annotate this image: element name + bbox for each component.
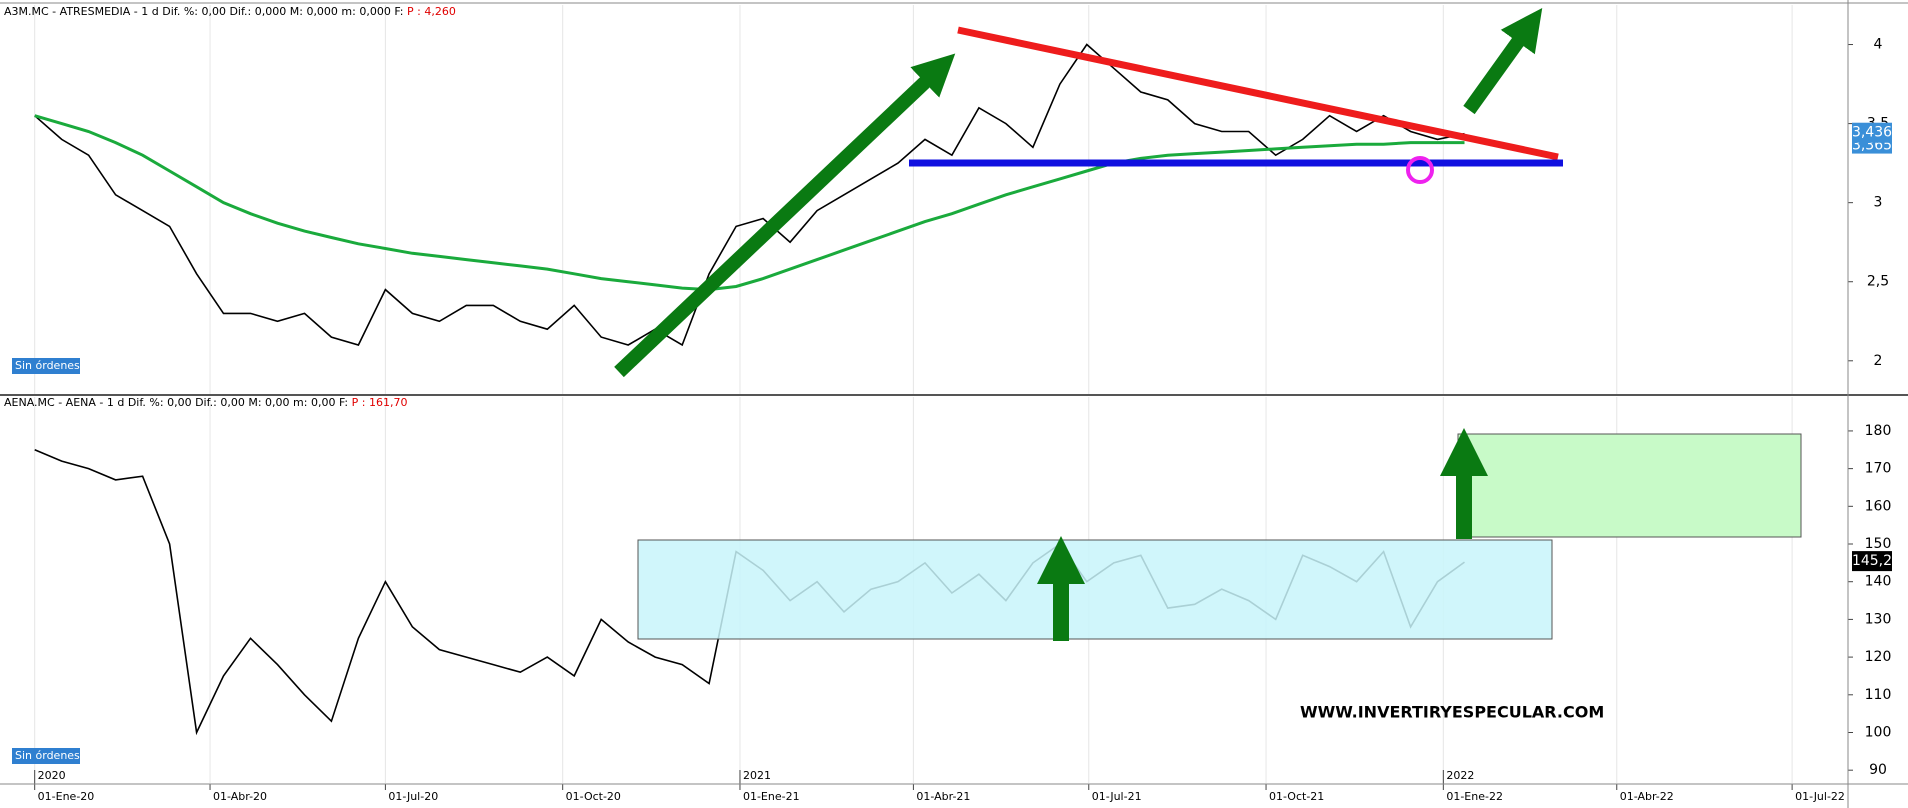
year-label: 2022 xyxy=(1446,769,1474,782)
status-badge xyxy=(12,748,80,764)
y-tick-label: 160 xyxy=(1865,498,1892,514)
target-arrow xyxy=(1463,7,1543,115)
y-tick-label: 180 xyxy=(1865,423,1892,439)
bottom-panel: 90 100 110 120 130 140 150 160 170 180 01-Ene-20 01… xyxy=(4,396,1891,803)
y-tick-label: 170 xyxy=(1865,461,1892,477)
overlay: 3,3653,436145,2WWW.INVERTIRYESPECULAR.CO… xyxy=(1300,122,1892,722)
status-text: Sin órdenes xyxy=(15,359,80,372)
header-info: A3M.MC - ATRESMEDIA - 1 d Dif. %: 0,00 D… xyxy=(4,5,407,18)
header-price: P : 4,260 xyxy=(407,5,456,18)
y-tick-label: 2 xyxy=(1874,353,1883,369)
header-price: P : 161,70 xyxy=(352,396,408,409)
trend-arrow xyxy=(614,53,956,378)
y-tick-label: 120 xyxy=(1865,649,1892,665)
status-text: Sin órdenes xyxy=(15,749,80,762)
y-tick-label: 110 xyxy=(1865,687,1892,703)
y-tick-label: 4 xyxy=(1874,37,1883,53)
x-tick-label: 01-Ene-22 xyxy=(1446,790,1503,803)
y-tick-label: 130 xyxy=(1865,611,1892,627)
x-tick-label: 01-Ene-20 xyxy=(38,790,95,803)
year-label: 2020 xyxy=(38,769,66,782)
header-info: AENA.MC - AENA - 1 d Dif. %: 0,00 Dif.: … xyxy=(4,396,352,409)
target-box xyxy=(1457,433,1802,538)
last-price-box xyxy=(1852,551,1892,572)
y-tick-label: 140 xyxy=(1865,574,1892,590)
y-tick-label: 150 xyxy=(1865,536,1892,552)
x-tick-label: 01-Jul-20 xyxy=(388,790,438,803)
x-tick-label: 01-Oct-20 xyxy=(566,790,621,803)
chart-header: A3M.MC - ATRESMEDIA - 1 d Dif. %: 0,00 D… xyxy=(4,5,456,18)
x-tick-label: 01-Ene-21 xyxy=(743,790,800,803)
y-tick-label: 100 xyxy=(1865,724,1892,740)
x-tick-label: 01-Oct-21 xyxy=(1269,790,1324,803)
y-tick-label: 2,5 xyxy=(1867,274,1889,290)
price-line xyxy=(34,43,1465,347)
year-label: 2021 xyxy=(743,769,771,782)
x-tick-label: 01-Abr-22 xyxy=(1620,790,1674,803)
last-price: 145,2 xyxy=(1852,553,1892,569)
marker-circle xyxy=(1406,156,1434,184)
resistance-line xyxy=(957,26,1559,161)
x-tick-label: 01-Abr-21 xyxy=(916,790,970,803)
x-tick-label: 01-Jul-22 xyxy=(1795,790,1845,803)
chart-header: AENA.MC - AENA - 1 d Dif. %: 0,00 Dif.: … xyxy=(4,396,407,409)
watermark: WWW.INVERTIRYESPECULAR.COM xyxy=(1300,703,1604,722)
y-tick-label: 3 xyxy=(1874,195,1883,211)
last-price: 3,436 xyxy=(1852,125,1892,141)
top-panel: 22,533,54A3M.MC - ATRESMEDIA - 1 d Dif. … xyxy=(4,5,1889,374)
status-badge xyxy=(12,358,80,374)
y-tick-label: 90 xyxy=(1869,762,1887,778)
range-box xyxy=(637,539,1553,640)
last-price-box xyxy=(1852,122,1892,143)
price-line xyxy=(34,114,1465,292)
x-tick-label: 01-Jul-21 xyxy=(1092,790,1142,803)
x-tick-label: 01-Abr-20 xyxy=(213,790,267,803)
